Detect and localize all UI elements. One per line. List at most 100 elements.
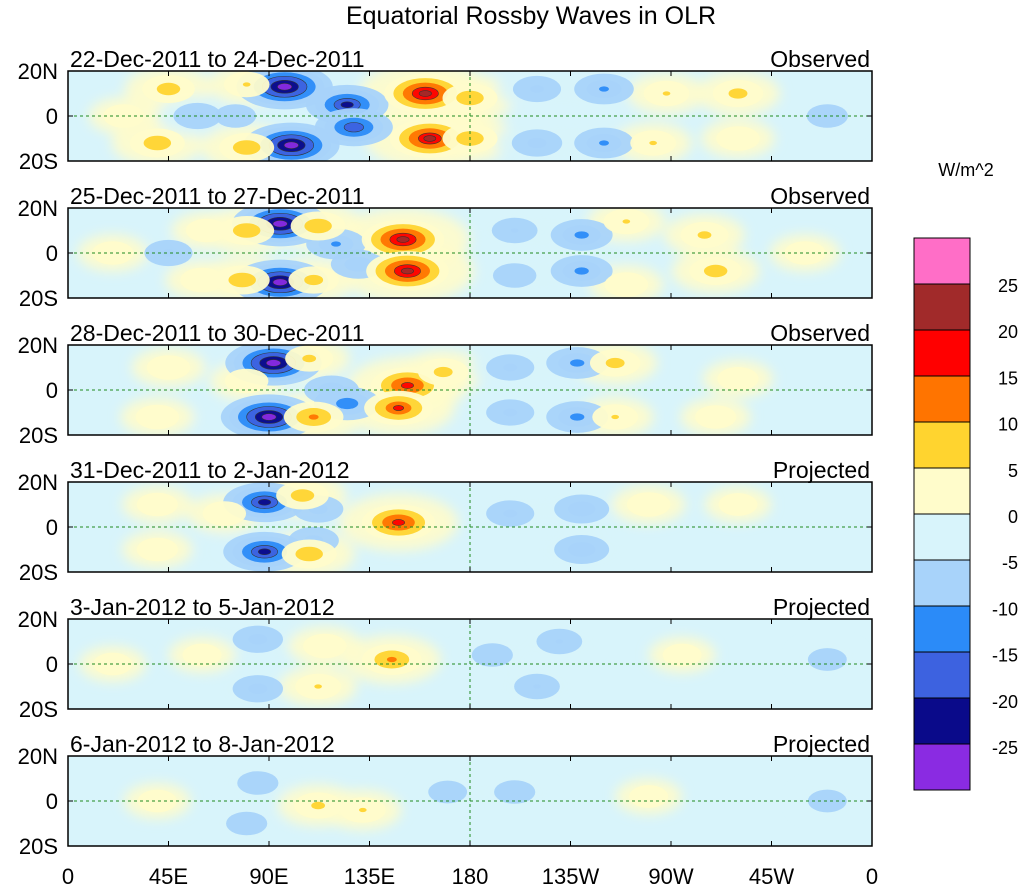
colorbar-tick-label: 0	[1008, 507, 1018, 527]
positive-anomaly	[784, 241, 826, 265]
negative-anomaly	[428, 780, 468, 804]
latitude-label: 20N	[18, 196, 58, 221]
colorbar-swatch	[913, 605, 971, 653]
positive-anomaly	[717, 366, 759, 391]
positive-anomaly	[418, 358, 469, 386]
negative-anomaly	[512, 75, 562, 103]
colorbar-tick-label: -25	[992, 738, 1018, 758]
negative-anomaly	[491, 217, 538, 244]
positive-anomaly	[662, 643, 702, 667]
negative-anomaly	[554, 535, 610, 564]
positive-anomaly	[182, 643, 222, 667]
map-panel: 6-Jan-2012 to 8-Jan-2012 Projected 20N 0 20S	[18, 731, 873, 859]
positive-anomaly	[136, 492, 178, 517]
negative-anomaly	[807, 789, 847, 813]
positive-anomaly	[626, 492, 671, 517]
latitude-label: 20S	[19, 697, 58, 722]
positive-anomaly	[361, 504, 436, 541]
panel-date-range: 3-Jan-2012 to 5-Jan-2012	[70, 594, 335, 620]
positive-anomaly	[294, 792, 343, 819]
colorbar-tick-labels: 25 20 15 10 5 0 -5 -10 -15 -20 -25	[992, 276, 1018, 758]
longitude-axis-labels: 0 45E 90E 135E 180 135W 90W 45W 0	[62, 864, 878, 889]
negative-anomaly	[574, 127, 634, 159]
positive-anomaly	[604, 272, 649, 297]
colorbar: W/m^2 25 20 15 10 5 0 -5 -10 -15 -20 -25	[913, 160, 1018, 791]
positive-anomaly	[362, 644, 422, 675]
panel-status: Observed	[770, 183, 870, 209]
positive-anomaly	[283, 401, 344, 433]
panel-status: Observed	[770, 320, 870, 346]
positive-anomaly	[288, 266, 339, 294]
longitude-label: 0	[62, 864, 74, 889]
positive-anomaly	[718, 493, 758, 516]
longitude-label: 135W	[542, 864, 600, 889]
negative-anomaly	[226, 811, 268, 836]
olr-anomaly-field	[79, 619, 861, 709]
negative-anomaly	[486, 500, 535, 527]
longitude-label: 45E	[149, 864, 188, 889]
latitude-label: 20N	[18, 744, 58, 769]
olr-anomaly-field	[122, 482, 772, 572]
positive-anomaly	[180, 267, 224, 293]
negative-anomaly	[807, 648, 847, 671]
colorbar-swatch	[913, 237, 971, 285]
panel-date-range: 6-Jan-2012 to 8-Jan-2012	[70, 731, 335, 757]
colorbar-tick-label: 5	[1008, 461, 1018, 481]
colorbar-swatch	[913, 743, 971, 791]
colorbar-tick-label: -10	[992, 599, 1018, 619]
colorbar-swatch	[913, 421, 971, 469]
olr-anomaly-field	[88, 71, 863, 161]
colorbar-swatch	[913, 651, 971, 699]
olr-anomaly-field	[77, 208, 840, 298]
map-panel: 31-Dec-2011 to 2-Jan-2012 Projected 20N 0 20…	[18, 457, 873, 585]
positive-anomaly	[629, 785, 669, 808]
negative-anomaly	[494, 780, 536, 804]
positive-anomaly	[364, 390, 433, 426]
latitude-label: 0	[46, 241, 58, 266]
positive-anomaly	[630, 130, 677, 156]
colorbar-swatch	[913, 283, 971, 331]
positive-anomaly	[224, 368, 269, 394]
negative-anomaly	[492, 263, 537, 288]
positive-anomaly	[295, 673, 342, 700]
negative-anomaly	[237, 771, 279, 795]
positive-anomaly	[281, 539, 337, 569]
negative-anomaly	[223, 531, 306, 572]
colorbar-tick-label: 25	[998, 276, 1018, 296]
latitude-label: 0	[46, 515, 58, 540]
negative-anomaly	[574, 73, 634, 105]
positive-anomaly	[366, 251, 449, 291]
longitude-label: 45W	[749, 864, 794, 889]
latitude-label: 20S	[19, 149, 58, 174]
positive-anomaly	[303, 633, 347, 659]
map-panel: 22-Dec-2011 to 24-Dec-2011 Observed 20N 0 20…	[18, 46, 873, 174]
negative-anomaly	[173, 102, 222, 130]
longitude-label: 180	[452, 864, 489, 889]
latitude-label: 20N	[18, 59, 58, 84]
positive-anomaly	[290, 211, 346, 241]
positive-anomaly	[136, 537, 178, 562]
panel-date-range: 28-Dec-2011 to 30-Dec-2011	[70, 320, 365, 346]
latitude-label: 0	[46, 104, 58, 129]
negative-anomaly	[471, 643, 513, 667]
positive-anomaly	[712, 79, 764, 108]
negative-anomaly	[486, 354, 535, 381]
panel-date-range: 22-Dec-2011 to 24-Dec-2011	[70, 46, 365, 72]
positive-anomaly	[214, 265, 270, 295]
colorbar-swatch	[913, 329, 971, 377]
panel-date-range: 25-Dec-2011 to 27-Dec-2011	[70, 183, 365, 209]
positive-anomaly	[643, 80, 690, 107]
negative-anomaly	[232, 625, 284, 653]
panels: 22-Dec-2011 to 24-Dec-2011 Observed 20N 0 20…	[18, 46, 873, 859]
colorbar-tick-label: 15	[998, 368, 1018, 388]
latitude-label: 0	[46, 789, 58, 814]
colorbar-unit-label: W/m^2	[938, 160, 993, 180]
positive-anomaly	[592, 404, 639, 430]
positive-anomaly	[716, 126, 760, 151]
positive-anomaly	[202, 501, 247, 526]
colorbar-swatch	[913, 513, 971, 561]
colorbar-tick-label: 20	[998, 322, 1018, 342]
negative-anomaly	[806, 104, 848, 128]
panel-status: Projected	[773, 731, 870, 757]
